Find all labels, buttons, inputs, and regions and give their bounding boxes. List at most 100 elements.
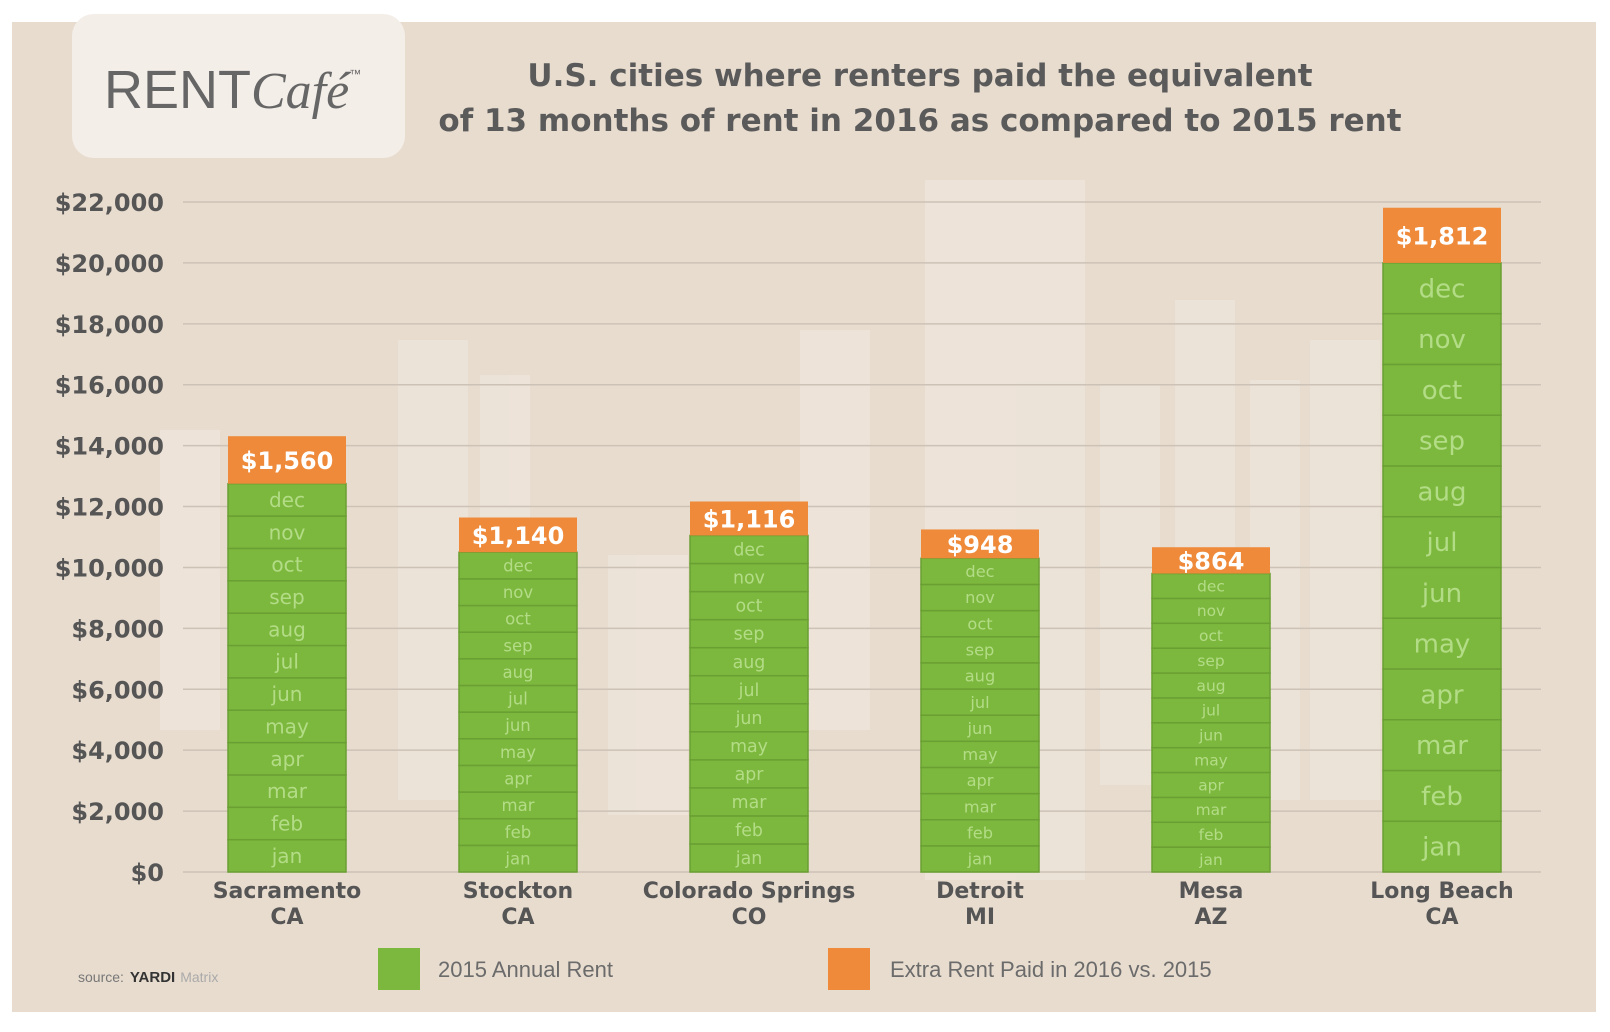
bar-segment-jul <box>458 684 578 713</box>
bar-segment-dec <box>458 551 578 580</box>
skyline-building <box>800 330 870 730</box>
month-label: apr <box>270 747 304 771</box>
bar-segment-jun <box>920 714 1040 743</box>
month-label: aug <box>1418 477 1467 507</box>
month-label: jun <box>735 709 763 729</box>
month-label: apr <box>967 771 994 790</box>
extra-rent-label: $1,140 <box>472 522 565 550</box>
bar-segment-extra <box>1383 207 1501 263</box>
x-tick-city: Stockton <box>463 879 573 904</box>
bar-segment-oct <box>1151 622 1271 649</box>
source-brand: YARDI <box>130 969 175 986</box>
month-label: oct <box>967 614 992 633</box>
bar-segment-sep <box>689 618 809 649</box>
month-label: oct <box>1422 376 1462 406</box>
month-label: jun <box>966 719 992 738</box>
bar-segment-jun <box>1151 722 1271 749</box>
extra-rent-label: $1,812 <box>1396 222 1489 250</box>
month-label: aug <box>1197 677 1226 695</box>
y-tick-label: $6,000 <box>71 676 164 704</box>
month-label: mar <box>267 779 308 803</box>
month-label: dec <box>1419 274 1466 304</box>
bar-segment-apr <box>458 764 578 793</box>
bar-segment-aug <box>458 658 578 687</box>
month-label: jun <box>1421 579 1462 609</box>
source-text: source: YARDI Matrix <box>78 969 218 986</box>
bar-segment-jul <box>227 644 347 679</box>
x-tick-city: Detroit <box>936 879 1024 904</box>
month-label: oct <box>271 553 302 577</box>
bar-segment-dec <box>920 557 1040 586</box>
bar-segment-apr <box>920 766 1040 795</box>
month-label: nov <box>269 520 306 544</box>
extra-rent-label: $1,116 <box>703 505 796 533</box>
month-label: may <box>730 737 768 757</box>
bar-segment-mar <box>458 791 578 820</box>
month-label: jul <box>1201 702 1220 720</box>
y-tick-label: $14,000 <box>55 433 164 461</box>
legend-label-2015-rent: 2015 Annual Rent <box>438 957 613 982</box>
logo: RENTCafé™ <box>72 14 405 158</box>
x-tick-state: CA <box>501 905 534 930</box>
month-label: jul <box>507 690 528 709</box>
month-label: may <box>1414 630 1471 660</box>
month-label: mar <box>502 796 535 815</box>
bar-segment-jan <box>458 844 578 873</box>
month-label: nov <box>503 583 534 602</box>
month-label: jun <box>271 682 303 706</box>
month-label: jan <box>1421 833 1462 863</box>
x-tick-city: Colorado Springs <box>643 879 856 904</box>
y-tick-label: $16,000 <box>55 372 164 400</box>
month-label: jan <box>1198 851 1223 869</box>
y-tick-label: $20,000 <box>55 250 164 278</box>
month-label: feb <box>1421 782 1463 812</box>
bar-segment-mar <box>1151 796 1271 824</box>
y-axis: $0 $2,000 $4,000 $6,000 $8,000 $10,000 $12,000… <box>55 189 164 887</box>
source-brand-matrix: Matrix <box>180 969 218 985</box>
logo-text: RENTCafé™ <box>104 60 361 120</box>
bar-segment-jan <box>689 843 809 873</box>
month-label: sep <box>1419 427 1465 457</box>
month-label: feb <box>505 823 531 842</box>
bar-segment-jan <box>227 838 347 873</box>
bar-segment-oct <box>458 604 578 633</box>
month-label: feb <box>1199 826 1224 844</box>
month-label: feb <box>735 821 763 841</box>
bar-segment-aug <box>1382 465 1502 518</box>
month-label: sep <box>966 640 995 659</box>
bar-segment-may <box>1151 746 1271 774</box>
month-label: jul <box>738 681 760 701</box>
bar-segment-nov <box>689 562 809 593</box>
month-label: feb <box>967 823 993 842</box>
bars: jan feb mar apr may jun jul aug sep oct nov dec $1,5… <box>227 207 1502 873</box>
y-tick-label: $10,000 <box>55 554 164 582</box>
bar-segment-jul <box>1151 697 1271 724</box>
legend-swatch-2015-rent <box>378 948 420 990</box>
extra-rent-label: $948 <box>947 531 1014 559</box>
bar-group: jan feb mar apr may jun jul aug sep oct nov dec $1,5… <box>227 436 347 873</box>
bar-segment-extra <box>228 436 346 484</box>
month-label: jan <box>271 844 303 868</box>
month-label: jan <box>967 850 993 869</box>
month-label: aug <box>502 663 533 682</box>
bar-segment-apr <box>1382 668 1502 721</box>
bar-segment-aug <box>1151 672 1271 699</box>
bar-segment-jan <box>920 845 1040 873</box>
bar-segment-mar <box>689 787 809 817</box>
month-label: mar <box>1416 731 1468 761</box>
legend: 2015 Annual Rent Extra Rent Paid in 2016… <box>378 948 1212 990</box>
month-label: aug <box>733 653 766 673</box>
month-label: nov <box>1197 602 1225 620</box>
month-label: aug <box>268 617 306 641</box>
x-tick-state: CA <box>270 905 303 930</box>
month-label: nov <box>733 569 765 589</box>
y-tick-label: $0 <box>131 859 164 887</box>
month-label: jun <box>504 716 531 735</box>
bar-group: jan feb mar apr may jun jul aug sep oct nov dec $1,8… <box>1382 207 1502 873</box>
month-label: sep <box>269 585 305 609</box>
month-label: apr <box>1420 680 1463 710</box>
bar-segment-apr <box>1151 771 1271 799</box>
y-tick-label: $12,000 <box>55 494 164 522</box>
bar-group: jan feb mar apr may jun jul aug sep oct nov dec $864 <box>1151 547 1271 873</box>
